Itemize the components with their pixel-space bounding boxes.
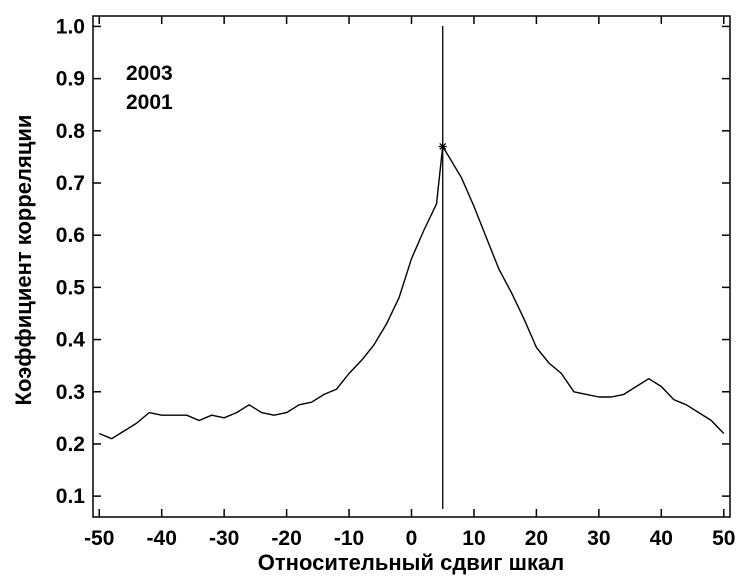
y-tick-label: 0.6 [56, 224, 85, 247]
y-tick-label: 0.3 [56, 381, 85, 404]
x-tick-label: 40 [650, 527, 673, 550]
y-tick-label: 0.9 [56, 68, 85, 91]
x-tick-label: 0 [406, 527, 418, 550]
x-tick-label: -40 [147, 527, 177, 550]
y-axis-title: Коэффициент корреляции [11, 115, 36, 406]
y-axis-ticks: 0.1 0.2 0.3 0.4 0.5 0.6 0.7 0.8 0.9 1.0 [56, 15, 730, 508]
y-tick-label: 0.7 [56, 172, 85, 195]
x-tick-label: -30 [209, 527, 239, 550]
plot-frame [92, 15, 731, 518]
x-tick-label: -10 [334, 527, 364, 550]
x-tick-label: -20 [271, 527, 301, 550]
x-axis-title: Относительный сдвиг шкал [258, 550, 564, 575]
annotation-2001: 2001 [126, 91, 173, 114]
peak-marker [438, 142, 447, 151]
x-tick-label: 50 [712, 527, 735, 550]
y-tick-label: 0.1 [56, 485, 86, 508]
plot-layer [98, 26, 725, 509]
x-tick-label: 10 [462, 527, 485, 550]
y-tick-label: 0.5 [56, 276, 86, 299]
x-tick-label: 20 [525, 527, 548, 550]
x-tick-label: -50 [84, 527, 114, 550]
x-axis-ticks: -50 -40 -30 -20 -10 0 10 20 30 40 50 [84, 16, 735, 550]
x-tick-label: 30 [587, 527, 610, 550]
y-tick-label: 0.2 [56, 433, 85, 456]
series-line [98, 145, 725, 440]
y-tick-label: 0.4 [56, 329, 86, 352]
y-tick-label: 0.8 [56, 120, 86, 143]
annotation-2003: 2003 [126, 62, 173, 85]
y-tick-label: 1.0 [56, 15, 85, 38]
